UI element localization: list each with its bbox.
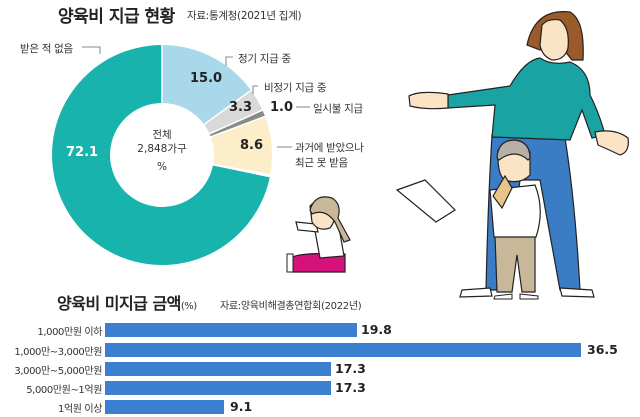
bar	[105, 343, 581, 357]
donut-chart	[52, 45, 310, 265]
value-never-received: 72.1	[66, 145, 99, 160]
donut-center-label: 전체	[152, 129, 172, 141]
bar-value: 17.3	[335, 380, 366, 395]
boy-pants	[494, 234, 536, 293]
bar-value: 17.3	[335, 361, 366, 376]
label-lump-sum: 일시불 지급	[313, 103, 363, 115]
bar	[105, 362, 331, 376]
bar-row: 1,000만원 이하 19.8	[0, 322, 640, 339]
bar-label: 3,000만~5,000만원	[14, 366, 102, 377]
bar-row: 1,000만~3,000만원 36.5	[0, 342, 640, 359]
bar-value: 36.5	[587, 342, 618, 357]
value-lump-sum: 1.0	[270, 100, 294, 115]
bar	[105, 400, 224, 414]
label-never-received: 받은 적 없음	[20, 43, 73, 55]
bar-chart-title: 양육비 미지급 금액(%)	[57, 294, 197, 313]
bar-chart-unit: (%)	[180, 301, 197, 312]
label-irregular-payment: 비정기 지급 중	[264, 82, 327, 94]
donut-slice-irregular-payment	[204, 90, 263, 134]
donut-center-total: 2,848가구	[137, 143, 187, 155]
label-past-received-line1: 과거에 받았으나	[295, 142, 364, 154]
label-regular-payment: 정기 지급 중	[238, 53, 291, 65]
bar-label: 1,000만~3,000만원	[14, 347, 102, 358]
donut-chart-source: 자료:통계청(2021년 집계)	[187, 10, 302, 22]
bar	[105, 381, 331, 395]
bar-label: 1억원 이상	[58, 404, 102, 415]
bar-value: 19.8	[361, 322, 392, 337]
value-irregular-payment: 3.3	[229, 100, 253, 115]
paper-icon	[395, 179, 456, 223]
donut-slice-regular-payment	[162, 45, 251, 125]
bar-chart-source: 자료:양육비해결총연합회(2022년)	[220, 301, 362, 312]
bar-row: 3,000만~5,000만원 17.3	[0, 361, 640, 378]
bar	[105, 323, 357, 337]
donut-slice-never-received	[52, 45, 270, 265]
value-past-received: 8.6	[240, 138, 264, 153]
value-regular-payment: 15.0	[190, 71, 223, 86]
donut-center-unit: %	[157, 161, 167, 173]
donut-chart-title: 양육비 지급 현황	[58, 7, 175, 27]
bar-row: 1억원 이상 9.1	[0, 399, 640, 416]
bar-label: 5,000만원~1억원	[26, 385, 102, 396]
woman-sweater	[447, 57, 606, 141]
label-past-received-line2: 최근 못 받음	[295, 157, 348, 169]
bar-value: 9.1	[230, 399, 253, 414]
bar-row: 5,000만원~1억원 17.3	[0, 380, 640, 397]
bar-label: 1,000만원 이하	[37, 327, 102, 338]
donut-slice-lump-sum	[209, 110, 266, 137]
